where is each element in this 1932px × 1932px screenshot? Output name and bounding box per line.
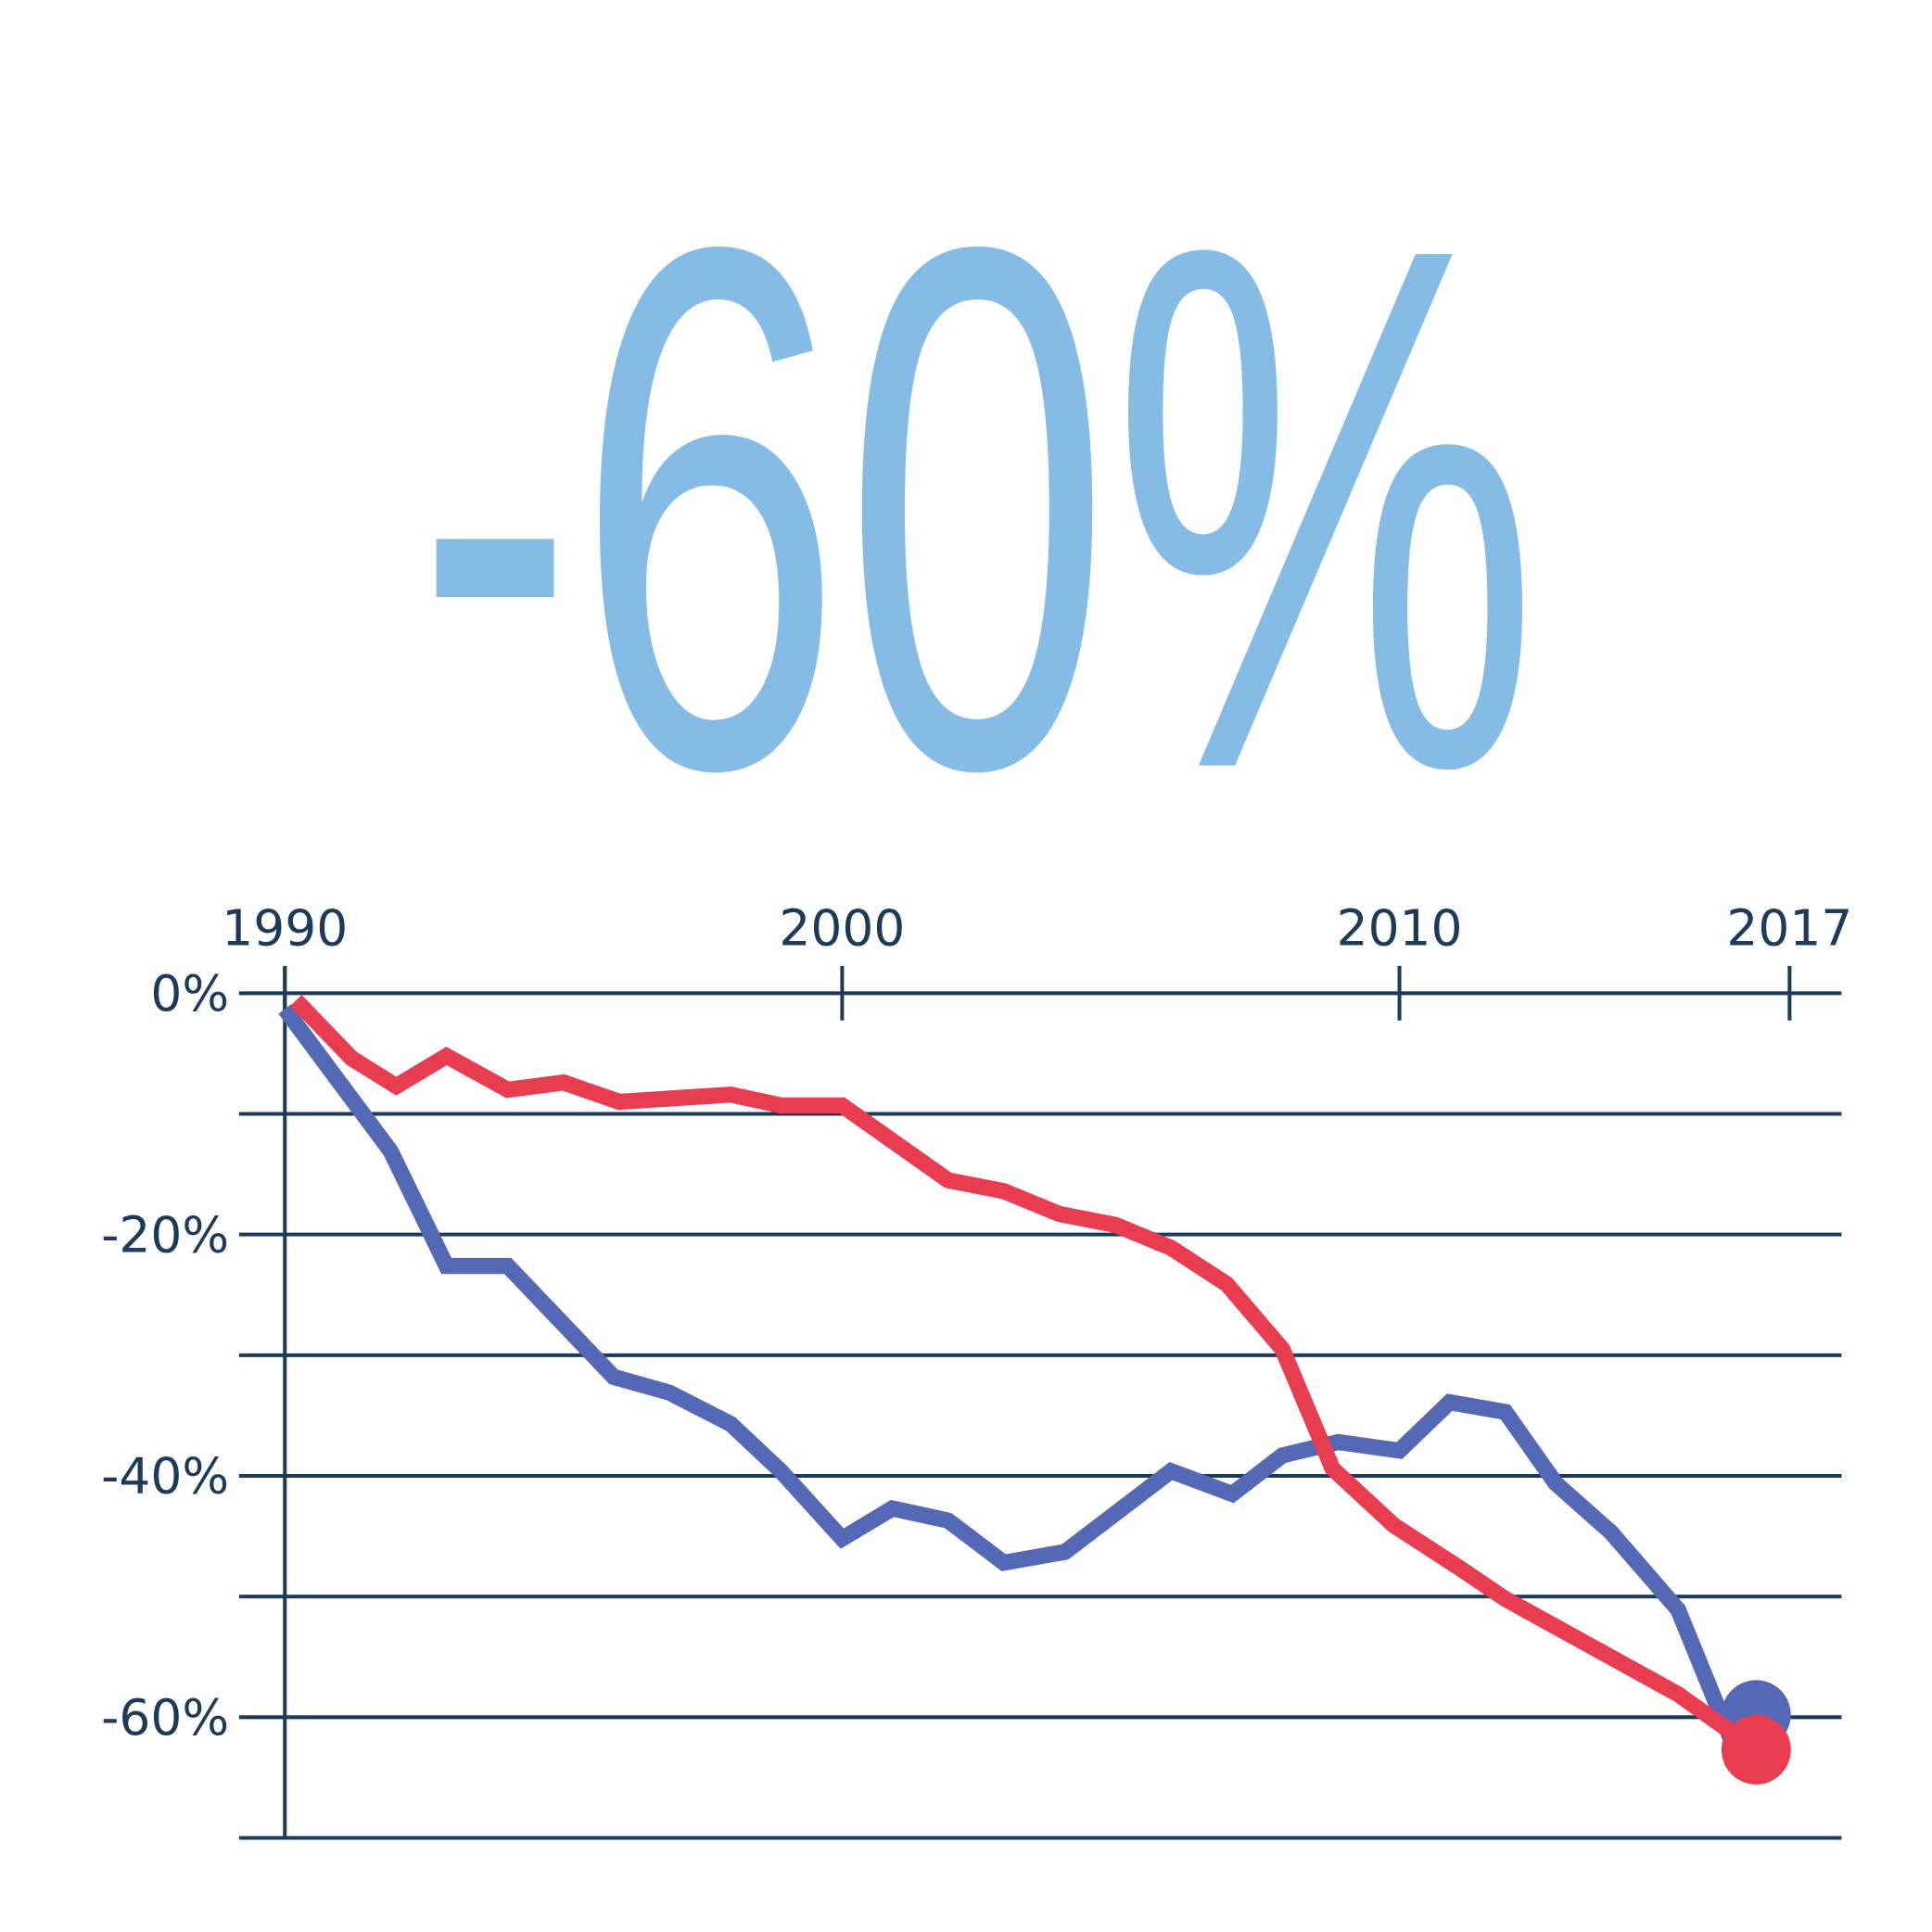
y-tick-label: -40% [101,1447,229,1506]
x-tick-label: 2010 [1337,898,1463,957]
x-tick-label: 1990 [222,898,348,957]
series-line [290,995,1761,1757]
y-tick-label: 0% [150,964,229,1023]
x-tick-label: 2000 [779,898,905,957]
headline: -60% [415,93,1540,923]
series-line [278,1004,1761,1746]
y-tick-label: -60% [101,1688,229,1747]
end-marker [1721,1715,1791,1785]
y-tick-label: -20% [101,1205,229,1264]
x-tick-label: 2017 [1726,898,1852,957]
